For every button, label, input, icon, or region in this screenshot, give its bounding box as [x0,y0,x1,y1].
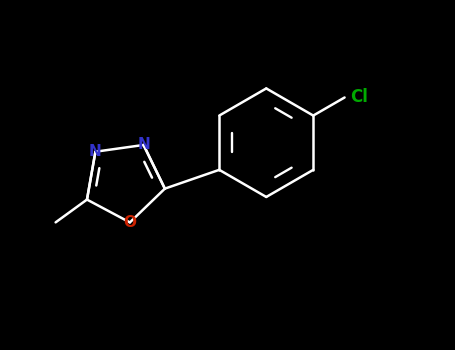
Text: N: N [89,144,102,159]
Text: Cl: Cl [350,89,368,106]
Text: O: O [123,215,136,230]
Text: N: N [137,138,150,153]
